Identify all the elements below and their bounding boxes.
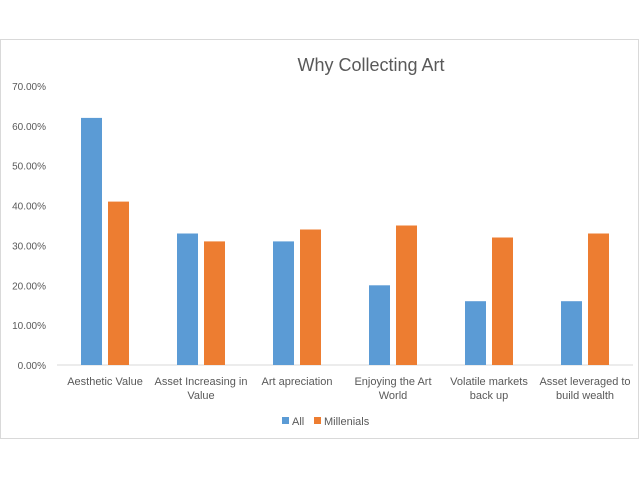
bar-all	[369, 285, 390, 365]
y-tick-label: 40.00%	[12, 202, 46, 213]
y-tick-label: 60.00%	[12, 122, 46, 133]
bars	[81, 117, 609, 366]
x-axis-labels: Aesthetic Value Asset Increasing in Value A…	[67, 376, 630, 402]
legend-label-millenials: Millenials	[324, 416, 370, 428]
bar-all	[177, 233, 198, 365]
x-tick-label: Volatile markets	[450, 376, 528, 388]
bar-millenials	[588, 233, 609, 365]
y-tick-label: 10.00%	[12, 321, 46, 332]
x-tick-label: Art apreciation	[262, 376, 333, 388]
bar-millenials	[492, 237, 513, 365]
x-tick-label: Value	[187, 390, 214, 402]
bar-all	[273, 241, 294, 365]
bar-chart: Why Collecting Art 0.00% 10.00% 20.00% 30.0…	[12, 55, 633, 428]
chart-title: Why Collecting Art	[297, 55, 444, 75]
y-tick-label: 70.00%	[12, 82, 46, 93]
bar-millenials	[300, 229, 321, 365]
x-tick-label: Asset Increasing in	[155, 376, 248, 388]
y-tick-label: 20.00%	[12, 281, 46, 292]
y-axis: 0.00% 10.00% 20.00% 30.00% 40.00% 50.00% 60.00…	[12, 82, 46, 372]
y-tick-label: 30.00%	[12, 241, 46, 252]
y-tick-label: 0.00%	[18, 361, 46, 372]
bar-millenials	[108, 201, 129, 365]
bar-millenials	[204, 241, 225, 365]
y-tick-label: 50.00%	[12, 162, 46, 173]
chart-frame: Why Collecting Art 0.00% 10.00% 20.00% 30.0…	[0, 39, 639, 439]
x-tick-label: World	[379, 390, 408, 402]
x-tick-label: Aesthetic Value	[67, 376, 143, 388]
x-tick-label: back up	[470, 390, 509, 402]
bar-all	[465, 301, 486, 365]
bar-millenials	[396, 225, 417, 365]
bar-all	[81, 117, 102, 366]
bar-all	[561, 301, 582, 365]
legend-swatch-all	[282, 417, 289, 424]
x-tick-label: build wealth	[556, 390, 614, 402]
legend: All Millenials	[282, 416, 370, 428]
x-tick-label: Asset leveraged to	[539, 376, 630, 388]
x-tick-label: Enjoying the Art	[354, 376, 431, 388]
legend-swatch-millenials	[314, 417, 321, 424]
legend-label-all: All	[292, 416, 304, 428]
